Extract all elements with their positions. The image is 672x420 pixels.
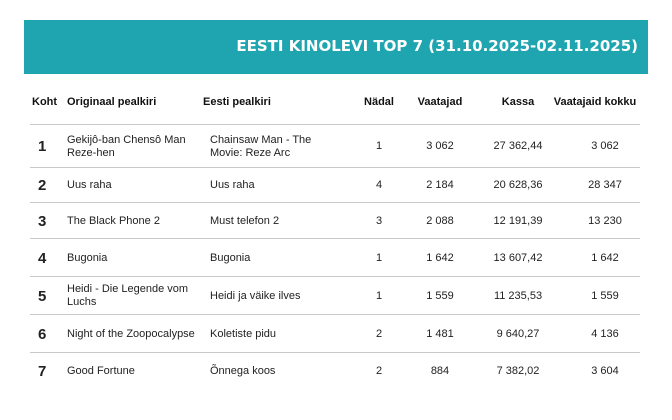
rank-cell: 1 <box>38 138 47 155</box>
rank-cell: 5 <box>38 288 47 305</box>
header-total-viewers: Vaatajaid kokku <box>553 96 637 108</box>
total-viewers-cell: 3 604 <box>591 365 619 377</box>
table-row: 5 Heidi - Die Legende vom Luchs Heidi ja v… <box>30 276 640 315</box>
viewers-cell: 1 642 <box>426 252 454 264</box>
estonian-title-cell: Heidi ja väike ilves <box>210 290 301 302</box>
rank-cell: 7 <box>38 363 47 380</box>
total-viewers-cell: 28 347 <box>588 179 622 191</box>
original-title-cell: Night of the Zoopocalypse <box>67 328 195 340</box>
header-viewers: Vaatajad <box>417 96 463 108</box>
table-row: 4 Bugonia Bugonia 1 1 642 13 607,42 1 642 <box>30 238 640 277</box>
week-cell: 2 <box>375 328 383 340</box>
table-row: 7 Good Fortune Õnnega koos 2 884 7 382,02 3 60… <box>30 352 640 389</box>
box-office-cell: 27 362,44 <box>493 140 543 152</box>
original-title-cell: The Black Phone 2 <box>67 215 160 227</box>
header-rank: Koht <box>32 96 58 108</box>
week-cell: 1 <box>375 140 383 152</box>
original-title-cell: Good Fortune <box>67 365 135 377</box>
header-original-title: Originaal pealkiri <box>67 96 157 108</box>
box-office-cell: 11 235,53 <box>493 290 543 302</box>
estonian-title-cell: Koletiste pidu <box>210 328 277 340</box>
box-office-cell: 20 628,36 <box>493 179 543 191</box>
table-row: 2 Uus raha Uus raha 4 2 184 20 628,36 28 347 <box>30 167 640 203</box>
viewers-cell: 3 062 <box>426 140 454 152</box>
original-title-cell: Uus raha <box>67 179 112 191</box>
viewers-cell: 884 <box>430 365 450 377</box>
estonian-title-cell: Bugonia <box>210 252 251 264</box>
box-office-cell: 13 607,42 <box>493 252 543 264</box>
week-cell: 1 <box>375 290 383 302</box>
total-viewers-cell: 4 136 <box>591 328 619 340</box>
total-viewers-cell: 1 642 <box>591 252 619 264</box>
original-title-cell: Heidi - Die Legende vom Luchs <box>67 283 189 308</box>
estonian-title-cell: Õnnega koos <box>210 365 276 377</box>
viewers-cell: 1 481 <box>426 328 454 340</box>
table-row: 1 Gekijô-ban Chensô Man Reze-hen Chainsaw … <box>30 124 640 168</box>
viewers-cell: 2 184 <box>426 179 454 191</box>
page-title: EESTI KINOLEVI TOP 7 (31.10.2025-02.11.2… <box>236 37 638 55</box>
estonian-title-cell: Uus raha <box>210 179 255 191</box>
table-row: 3 The Black Phone 2 Must telefon 2 3 2 088 12… <box>30 202 640 239</box>
table-row: 6 Night of the Zoopocalypse Koletiste pidu… <box>30 314 640 353</box>
week-cell: 4 <box>375 179 383 191</box>
viewers-cell: 2 088 <box>426 215 454 227</box>
rank-cell: 4 <box>38 250 47 267</box>
header-week: Nädal <box>364 96 394 108</box>
header-box-office: Kassa <box>501 96 535 108</box>
header-banner: EESTI KINOLEVI TOP 7 (31.10.2025-02.11.2… <box>24 20 648 74</box>
box-office-cell: 7 382,02 <box>496 365 540 377</box>
rank-cell: 2 <box>38 177 47 194</box>
total-viewers-cell: 3 062 <box>591 140 619 152</box>
viewers-cell: 1 559 <box>426 290 454 302</box>
total-viewers-cell: 13 230 <box>588 215 622 227</box>
total-viewers-cell: 1 559 <box>591 290 619 302</box>
rank-cell: 3 <box>38 213 47 230</box>
week-cell: 3 <box>375 215 383 227</box>
box-office-cell: 9 640,27 <box>496 328 540 340</box>
original-title-cell: Gekijô-ban Chensô Man Reze-hen <box>67 134 186 159</box>
estonian-title-cell: Must telefon 2 <box>210 215 280 227</box>
estonian-title-cell: Chainsaw Man - The Movie: Reze Arc <box>210 134 312 159</box>
week-cell: 2 <box>375 365 383 377</box>
original-title-cell: Bugonia <box>67 252 108 264</box>
header-estonian-title: Eesti pealkiri <box>203 96 271 108</box>
box-office-cell: 12 191,39 <box>493 215 543 227</box>
week-cell: 1 <box>375 252 383 264</box>
rank-cell: 6 <box>38 326 47 343</box>
